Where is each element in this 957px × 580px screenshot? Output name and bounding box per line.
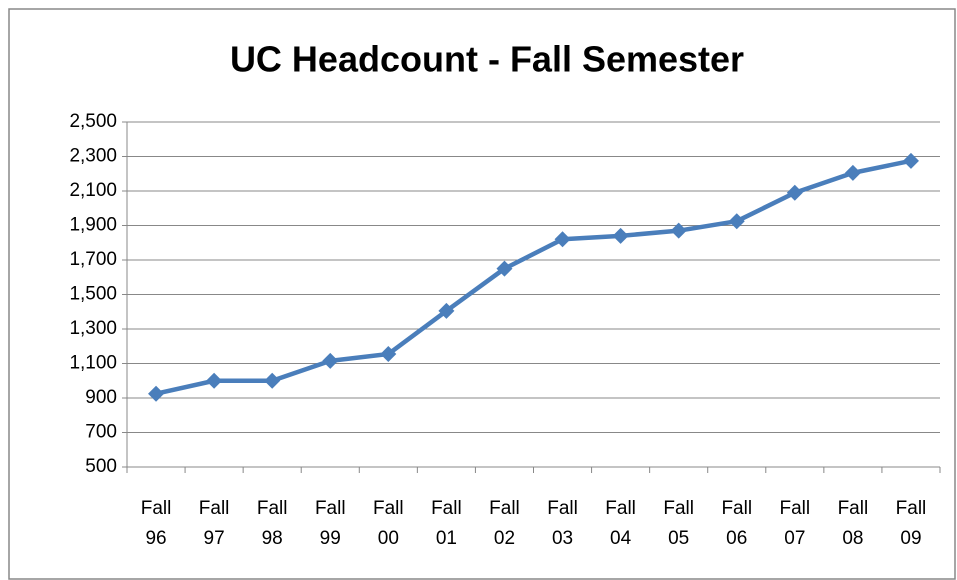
data-point <box>206 372 223 389</box>
y-tick-label: 1,300 <box>69 318 117 339</box>
x-tick-label: Fall 99 <box>315 498 346 549</box>
y-tick-label: 500 <box>85 456 117 477</box>
data-point <box>554 231 571 248</box>
y-tick-label: 2,300 <box>69 146 117 167</box>
x-tick-label: Fall 06 <box>721 498 752 549</box>
x-tick-label: Fall 02 <box>489 498 520 549</box>
data-point <box>264 372 281 389</box>
x-tick-label: Fall 08 <box>838 498 869 549</box>
x-tick-label: Fall 05 <box>663 498 694 549</box>
y-tick-label: 1,100 <box>69 353 117 374</box>
data-point <box>496 260 513 277</box>
data-point <box>322 352 339 369</box>
x-tick-label: Fall 03 <box>547 498 578 549</box>
y-tick-label: 900 <box>85 387 117 408</box>
x-tick-label: Fall 09 <box>896 498 927 549</box>
data-point <box>728 213 745 230</box>
data-point <box>612 227 629 244</box>
data-point <box>380 346 397 363</box>
x-tick-label: Fall 00 <box>373 498 404 549</box>
x-tick-label: Fall 04 <box>605 498 636 549</box>
y-tick-label: 2,500 <box>69 111 117 132</box>
data-line <box>155 158 912 396</box>
data-point <box>902 152 919 169</box>
data-point <box>438 302 455 319</box>
chart-title: UC Headcount - Fall Semester <box>230 39 744 80</box>
y-tick-label: 1,700 <box>69 249 117 270</box>
y-tick-label: 1,500 <box>69 284 117 305</box>
x-tick-label: Fall 97 <box>199 498 230 549</box>
x-tick-label: Fall 07 <box>780 498 811 549</box>
x-tick-label: Fall 01 <box>431 498 462 549</box>
data-point <box>670 222 687 239</box>
y-tick-label: 2,100 <box>69 180 117 201</box>
x-tick-label: Fall 98 <box>257 498 288 549</box>
y-tick-label: 700 <box>85 422 117 443</box>
data-point <box>786 184 803 201</box>
data-point <box>844 164 861 181</box>
x-tick-label: Fall 96 <box>141 498 172 549</box>
y-tick-label: 1,900 <box>69 215 117 236</box>
data-point <box>148 385 165 402</box>
